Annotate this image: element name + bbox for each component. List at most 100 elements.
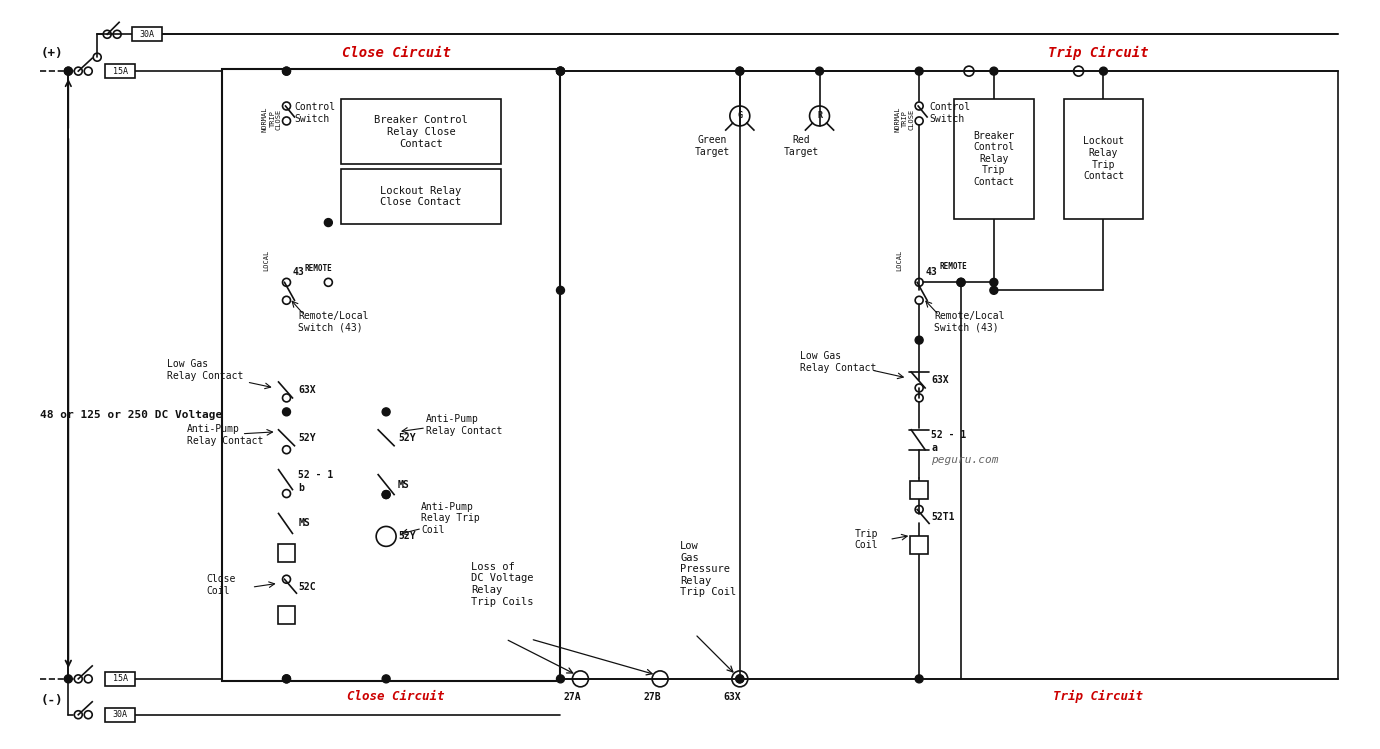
Text: TRIP: TRIP <box>269 110 276 127</box>
Text: 52C: 52C <box>298 582 316 592</box>
Text: LOCAL: LOCAL <box>264 250 269 271</box>
Text: Close
Coil: Close Coil <box>207 574 236 596</box>
Text: G: G <box>737 112 742 121</box>
Bar <box>105 708 135 722</box>
Text: R: R <box>817 112 822 121</box>
Bar <box>341 169 501 223</box>
Bar <box>277 606 295 624</box>
Text: 15A: 15A <box>113 674 127 683</box>
Text: MS: MS <box>397 479 410 490</box>
Circle shape <box>736 67 744 75</box>
Circle shape <box>989 67 998 75</box>
Text: NORMAL: NORMAL <box>262 106 268 132</box>
Bar <box>911 536 929 554</box>
Text: Trip
Coil: Trip Coil <box>854 529 878 551</box>
Text: Trip Circuit: Trip Circuit <box>1049 46 1148 60</box>
Text: 30A: 30A <box>139 30 155 39</box>
Text: 43: 43 <box>925 267 937 277</box>
Text: Anti-Pump
Relay Contact: Anti-Pump Relay Contact <box>186 424 264 446</box>
Text: Control
Switch: Control Switch <box>294 102 335 124</box>
Circle shape <box>736 675 744 683</box>
Circle shape <box>816 67 824 75</box>
Circle shape <box>382 491 391 499</box>
Bar <box>277 545 295 562</box>
Circle shape <box>736 675 744 683</box>
Circle shape <box>65 67 72 75</box>
Text: b: b <box>298 482 305 493</box>
Text: 52T1: 52T1 <box>932 512 955 523</box>
Text: 63X: 63X <box>932 375 948 385</box>
Text: 15A: 15A <box>113 67 127 76</box>
Text: Close Circuit: Close Circuit <box>348 691 444 703</box>
Text: 27A: 27A <box>563 692 581 702</box>
Text: REMOTE: REMOTE <box>938 262 967 271</box>
Text: NORMAL: NORMAL <box>894 106 900 132</box>
Text: Breaker Control
Relay Close
Contact: Breaker Control Relay Close Contact <box>374 115 468 148</box>
Text: 27B: 27B <box>643 692 661 702</box>
Text: Close Circuit: Close Circuit <box>342 46 450 60</box>
Text: 52Y: 52Y <box>397 433 415 443</box>
Text: LOCAL: LOCAL <box>896 250 903 271</box>
Text: Lockout
Relay
Trip
Contact: Lockout Relay Trip Contact <box>1083 136 1125 181</box>
Circle shape <box>556 286 564 294</box>
Text: Anti-Pump
Relay Contact: Anti-Pump Relay Contact <box>426 414 502 436</box>
Text: REMOTE: REMOTE <box>305 264 333 273</box>
Circle shape <box>915 336 923 344</box>
Text: Anti-Pump
Relay Trip
Coil: Anti-Pump Relay Trip Coil <box>421 502 480 535</box>
Text: peguru.com: peguru.com <box>932 455 999 464</box>
Text: Trip Circuit: Trip Circuit <box>1053 691 1144 703</box>
Bar <box>222 69 560 681</box>
Circle shape <box>283 675 290 683</box>
Bar <box>341 99 501 164</box>
Circle shape <box>1100 67 1107 75</box>
Circle shape <box>382 491 391 499</box>
Circle shape <box>556 67 564 75</box>
Bar <box>954 99 1034 219</box>
Text: CLOSE: CLOSE <box>276 109 282 130</box>
Text: 52 - 1: 52 - 1 <box>298 470 334 479</box>
Circle shape <box>283 67 290 75</box>
Text: (+): (+) <box>40 46 63 60</box>
Circle shape <box>989 279 998 286</box>
Circle shape <box>382 675 391 683</box>
Text: 52 - 1: 52 - 1 <box>932 430 966 440</box>
Circle shape <box>556 67 564 75</box>
Text: Loss of
DC Voltage
Relay
Trip Coils: Loss of DC Voltage Relay Trip Coils <box>471 562 533 607</box>
Circle shape <box>956 279 965 286</box>
Text: Lockout Relay
Close Contact: Lockout Relay Close Contact <box>381 186 462 207</box>
Circle shape <box>283 408 290 416</box>
Text: Remote/Local
Switch (43): Remote/Local Switch (43) <box>934 312 1005 333</box>
Text: 52Y: 52Y <box>298 433 316 443</box>
Circle shape <box>382 408 391 416</box>
Text: 48 or 125 or 250 DC Voltage: 48 or 125 or 250 DC Voltage <box>40 410 222 420</box>
Text: 63X: 63X <box>298 385 316 395</box>
Text: CLOSE: CLOSE <box>908 109 914 130</box>
Text: a: a <box>932 443 937 452</box>
Bar <box>132 27 161 41</box>
Bar <box>105 672 135 686</box>
Text: 43: 43 <box>293 267 304 277</box>
Circle shape <box>736 67 744 75</box>
Circle shape <box>283 675 290 683</box>
Text: 52Y: 52Y <box>397 531 415 542</box>
Bar <box>911 481 929 499</box>
Circle shape <box>283 67 290 75</box>
Text: TRIP: TRIP <box>903 110 908 127</box>
Text: Control
Switch: Control Switch <box>929 102 970 124</box>
Text: (-): (-) <box>40 694 63 707</box>
Text: Remote/Local
Switch (43): Remote/Local Switch (43) <box>298 312 368 333</box>
Circle shape <box>989 286 998 294</box>
Circle shape <box>915 67 923 75</box>
Text: 63X: 63X <box>723 692 741 702</box>
Circle shape <box>65 675 72 683</box>
Text: Low Gas
Relay Contact: Low Gas Relay Contact <box>167 360 243 380</box>
Bar <box>1064 99 1143 219</box>
Circle shape <box>556 675 564 683</box>
Bar <box>105 64 135 78</box>
Text: Red
Target: Red Target <box>784 135 820 157</box>
Text: Green
Target: Green Target <box>694 135 730 157</box>
Circle shape <box>324 219 333 226</box>
Text: Low Gas
Relay Contact: Low Gas Relay Contact <box>799 351 876 373</box>
Text: 30A: 30A <box>113 710 127 719</box>
Text: Low
Gas
Pressure
Relay
Trip Coil: Low Gas Pressure Relay Trip Coil <box>680 541 737 598</box>
